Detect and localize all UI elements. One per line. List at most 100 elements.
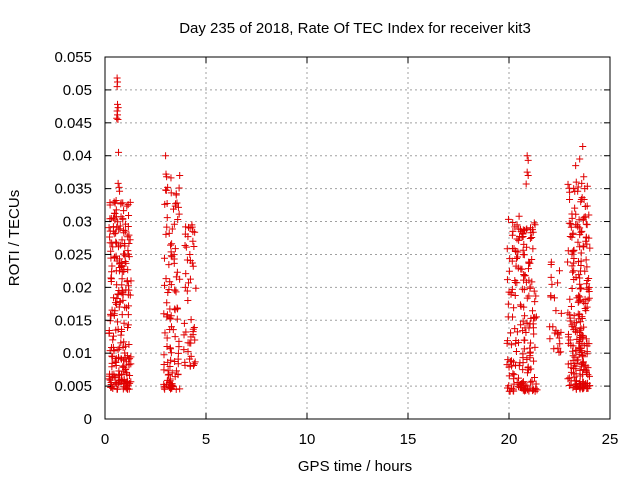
data-point <box>564 258 572 266</box>
data-point <box>523 369 531 377</box>
data-point <box>526 348 534 356</box>
data-point <box>111 307 119 315</box>
data-point <box>529 245 537 253</box>
data-point <box>120 338 128 346</box>
data-point <box>509 227 517 235</box>
data-point <box>568 262 576 270</box>
data-point <box>184 348 192 356</box>
data-point <box>580 243 588 251</box>
data-point <box>126 371 134 379</box>
data-point <box>163 299 171 307</box>
data-point <box>581 300 589 308</box>
data-point <box>113 281 121 289</box>
data-point <box>112 361 120 369</box>
data-point <box>107 254 115 262</box>
data-point <box>566 314 574 322</box>
data-point <box>520 303 528 311</box>
data-point <box>113 83 121 91</box>
data-point <box>166 363 174 371</box>
data-point <box>168 225 176 233</box>
data-point <box>165 261 173 269</box>
data-point <box>521 312 529 320</box>
data-point <box>529 384 537 392</box>
data-point <box>523 168 531 176</box>
data-point <box>113 300 121 308</box>
data-point <box>119 199 127 207</box>
data-point <box>513 221 521 229</box>
data-point <box>523 319 531 327</box>
data-point <box>168 240 176 248</box>
data-point <box>526 344 534 352</box>
data-point <box>110 294 118 302</box>
data-point <box>181 241 189 249</box>
data-point <box>576 224 584 232</box>
data-point <box>176 385 184 393</box>
data-point <box>189 262 197 270</box>
data-point <box>190 360 198 368</box>
data-point <box>531 373 539 381</box>
y-tick-labels: 0 0.005 0.01 0.015 0.02 0.025 0.03 0.035 0.04 0.0… <box>54 49 92 428</box>
data-point <box>580 323 588 331</box>
data-point <box>514 339 522 347</box>
data-point <box>125 360 133 368</box>
data-point <box>515 236 523 244</box>
data-point <box>552 307 560 315</box>
data-point <box>167 241 175 249</box>
data-point <box>507 329 515 337</box>
data-point <box>505 372 513 380</box>
data-point <box>577 381 585 389</box>
data-point <box>125 253 133 261</box>
data-point <box>529 324 537 332</box>
data-point <box>119 385 127 393</box>
data-point <box>118 236 126 244</box>
data-point <box>570 255 578 263</box>
data-point <box>167 189 175 197</box>
data-points <box>105 74 594 395</box>
data-point <box>520 345 528 353</box>
data-point <box>124 311 132 319</box>
data-point <box>518 285 526 293</box>
data-point <box>108 352 116 360</box>
data-point <box>108 353 116 361</box>
data-point <box>548 280 556 288</box>
data-point <box>583 280 591 288</box>
data-point <box>176 171 184 179</box>
data-point <box>577 383 585 391</box>
data-point <box>526 284 534 292</box>
data-point <box>569 248 577 256</box>
data-point <box>565 374 573 382</box>
data-point <box>578 194 586 202</box>
data-point <box>566 336 574 344</box>
data-point <box>111 299 119 307</box>
data-point <box>526 259 534 267</box>
data-point <box>585 294 593 302</box>
data-point <box>567 303 575 311</box>
data-point <box>576 280 584 288</box>
data-point <box>160 366 168 374</box>
data-point <box>161 382 169 390</box>
data-point <box>520 226 528 234</box>
data-point <box>503 276 511 284</box>
data-point <box>167 312 175 320</box>
data-point <box>527 339 535 347</box>
data-point <box>124 201 132 209</box>
data-point <box>115 148 123 156</box>
data-point <box>170 220 178 228</box>
data-point <box>161 329 169 337</box>
data-point <box>187 352 195 360</box>
data-point <box>579 332 587 340</box>
data-point <box>581 381 589 389</box>
data-point <box>113 385 121 393</box>
data-point <box>519 359 527 367</box>
data-point <box>162 186 170 194</box>
data-point <box>120 319 128 327</box>
data-point <box>576 293 584 301</box>
data-point <box>574 183 582 191</box>
data-point <box>118 275 126 283</box>
data-point <box>112 326 120 334</box>
data-point <box>572 370 580 378</box>
data-point <box>124 321 132 329</box>
data-point <box>519 250 527 258</box>
data-point <box>508 231 516 239</box>
